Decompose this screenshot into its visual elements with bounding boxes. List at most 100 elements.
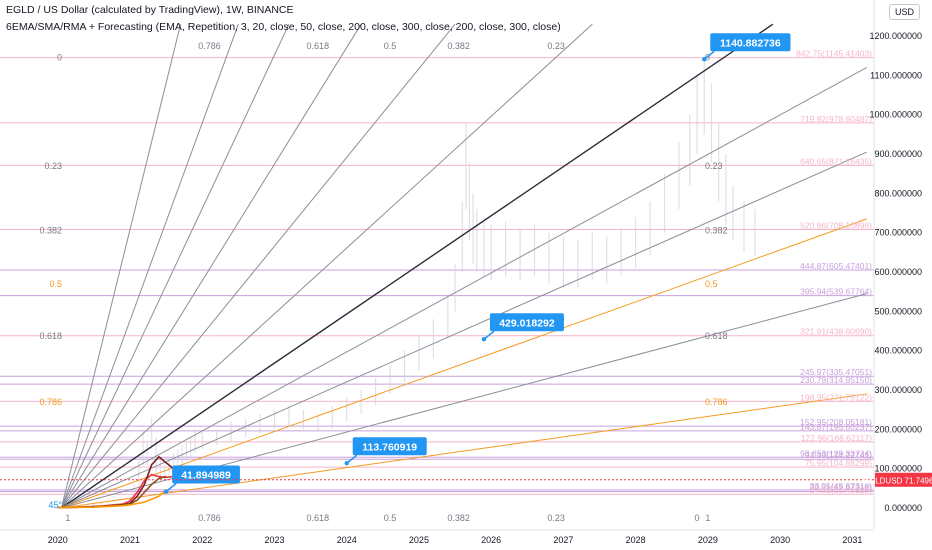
callout-label: 1140.882736: [720, 37, 781, 49]
fan-line: [61, 67, 868, 509]
y-tick-label: 800.000000: [874, 188, 922, 198]
fib-bottom-label: 0.382: [447, 513, 470, 523]
price-level-label: 640.65(871.16435): [800, 156, 872, 166]
callout-label: 41.894989: [181, 470, 231, 482]
price-level-label: 122.96(168.62117): [801, 433, 872, 443]
price-level-label: 30.81(42.67318): [810, 482, 873, 492]
fib-right-label: 0.382: [705, 226, 728, 236]
fib-bottom-label: 1: [705, 513, 710, 523]
fan-line: [61, 23, 456, 509]
x-tick-label: 2024: [337, 535, 357, 545]
y-tick-label: 1200.000000: [869, 31, 922, 41]
price-level-label: 198.95(271.75122): [800, 392, 872, 402]
x-tick-label: 2031: [842, 535, 862, 545]
callout-label: 113.760919: [362, 441, 417, 453]
callout-box: [172, 465, 240, 484]
price-level-label: 842.75(1145.41403): [796, 49, 872, 59]
chart-title: EGLD / US Dollar (calculated by TradingV…: [6, 4, 294, 16]
callout-box: [710, 33, 791, 52]
indicator-legend: 6EMA/SMA/RMA + Forecasting (EMA, Repetit…: [6, 21, 561, 33]
currency-button[interactable]: USD: [888, 4, 920, 20]
x-tick-label: 2022: [192, 535, 212, 545]
x-tick-label: 2021: [120, 535, 140, 545]
price-level-label: 75.95(104.88299): [805, 458, 872, 468]
fib-right-label: 0.23: [705, 161, 723, 171]
y-tick-label: 400.000000: [874, 346, 922, 356]
x-tick-label: 2025: [409, 535, 429, 545]
fib-bottom-label: 0: [695, 513, 700, 523]
price-level-label: 143.87(195.60237): [800, 422, 872, 432]
plot-area: [0, 23, 874, 509]
x-tick-label: 2028: [626, 535, 646, 545]
fib-bottom-label: 0.5: [384, 513, 397, 523]
fib-right-label: 0.786: [705, 397, 728, 407]
fib-left-label: 0.5: [49, 279, 62, 289]
x-tick-label: 2020: [48, 535, 68, 545]
fib-top-label: 0.382: [447, 41, 470, 51]
y-tick-label: 500.000000: [874, 306, 922, 316]
price-level-label: 520.86(708.10896): [800, 221, 872, 231]
fan-line: [61, 23, 774, 509]
fib-top-label: 0.618: [307, 41, 330, 51]
fib-top-label: 0.786: [198, 41, 221, 51]
fib-right-label: 0.618: [705, 331, 728, 341]
fib-bottom-label: 0.618: [307, 513, 330, 523]
callout-point: [702, 57, 707, 62]
fib-left-label: 0: [57, 53, 62, 63]
x-tick-label: 2030: [770, 535, 790, 545]
fib-left-label: 0.382: [39, 226, 62, 236]
price-level-label: 719.82(978.60487): [800, 114, 872, 124]
last-price-label: EGLDUSD 71.749644: [864, 476, 932, 485]
price-level-label: 245.97(335.47051): [800, 367, 872, 377]
price-level-label: 152.95(208.05181): [800, 417, 872, 427]
fib-left-label: 0.786: [39, 397, 62, 407]
fib-left-label: 45°: [48, 500, 62, 510]
callout-box: [352, 437, 427, 456]
y-tick-label: 700.000000: [874, 228, 922, 238]
fib-bottom-label: 0.786: [198, 513, 221, 523]
fan-line: [60, 24, 239, 509]
fib-right-label: 0.5: [705, 279, 718, 289]
callout-label: 429.018292: [499, 317, 555, 329]
callout-point: [481, 337, 487, 342]
fib-left-label: 0.618: [39, 331, 62, 341]
fan-line: [60, 23, 290, 509]
x-tick-label: 2029: [698, 535, 718, 545]
price-level-label: 230.79(314.95150): [800, 375, 872, 385]
y-tick-label: 600.000000: [874, 267, 922, 277]
y-tick-label: 900.000000: [874, 149, 922, 159]
fan-line: [61, 23, 593, 509]
fan-line: [61, 151, 867, 509]
y-tick-label: 0.000000: [884, 503, 922, 513]
price-level-label: 91.39(124.22741): [805, 450, 872, 460]
fib-bottom-label: 1: [65, 513, 70, 523]
fan-line: [60, 24, 182, 509]
y-tick-label: 300.000000: [874, 385, 922, 395]
price-level-label: 395.94(539.67764): [800, 287, 872, 297]
fib-left-label: 0.23: [44, 161, 62, 171]
fan-line: [61, 218, 867, 509]
fan-line: [61, 393, 867, 509]
fib-top-label: 0.5: [384, 41, 397, 51]
price-level-label: 33.05(45.67318): [810, 481, 873, 491]
fib-bottom-label: 0.23: [547, 513, 565, 523]
price-level-label: 93.853(129.33734): [800, 448, 872, 458]
price-level-label: 24.85(35.40929): [810, 485, 873, 495]
fib-right-label: 0: [705, 53, 710, 63]
callout-point: [163, 489, 169, 494]
callout-point: [344, 461, 349, 466]
price-level-label: 321.91(438.60690): [800, 327, 872, 337]
y-tick-label: 1000.000000: [869, 110, 922, 120]
fib-top-label: 0.23: [547, 41, 565, 51]
y-tick-label: 100.000000: [874, 464, 922, 474]
last-price-tag: [875, 472, 932, 487]
callout-box: [489, 313, 564, 332]
price-level-label: 444.87(605.47401): [800, 261, 872, 271]
y-tick-label: 200.000000: [874, 424, 922, 434]
x-tick-label: 2023: [264, 535, 284, 545]
fan-line: [60, 23, 362, 509]
x-tick-label: 2026: [481, 535, 501, 545]
y-tick-label: 1100.000000: [870, 70, 922, 80]
x-tick-label: 2027: [553, 535, 573, 545]
